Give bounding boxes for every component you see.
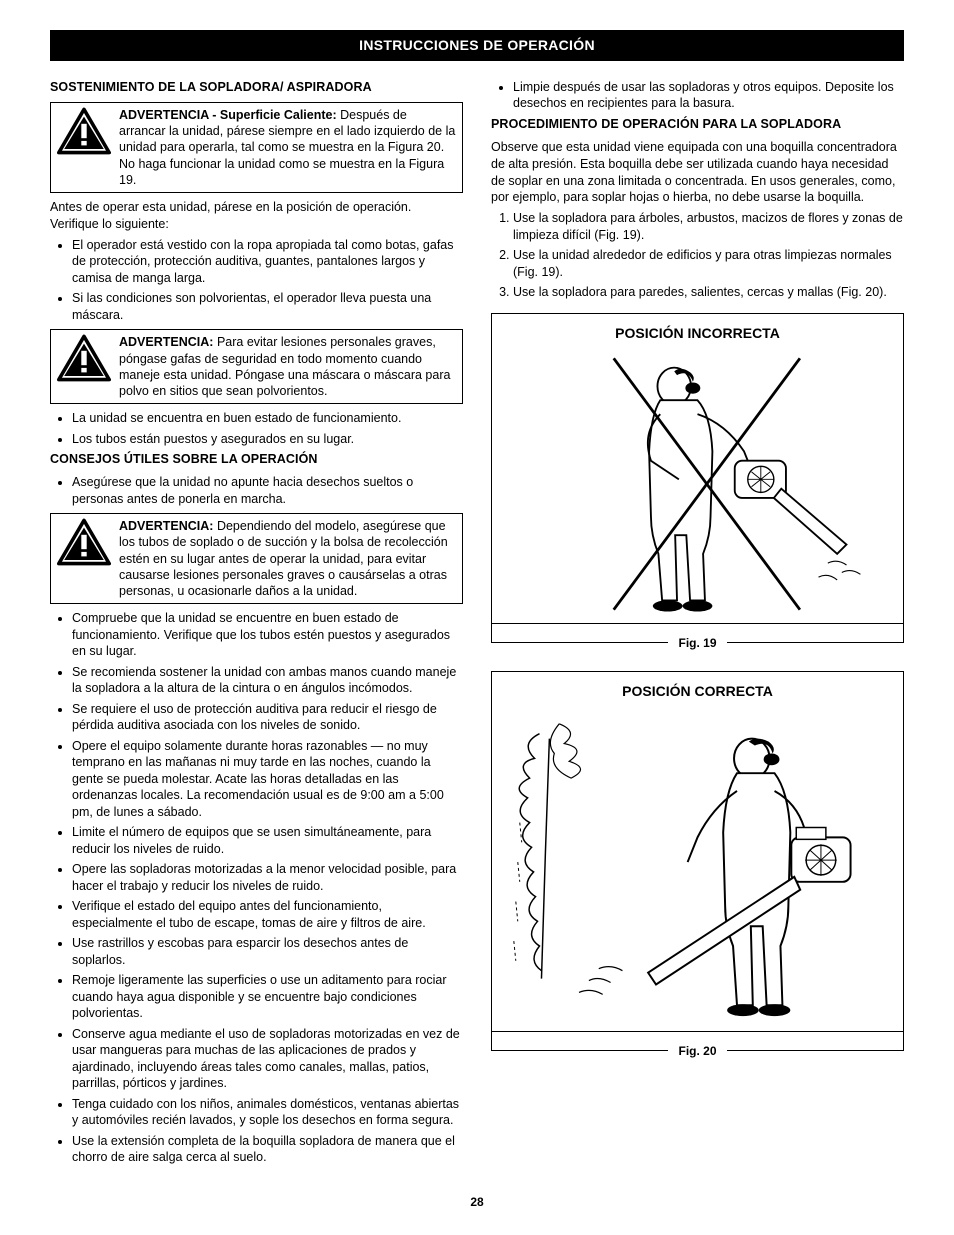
warning-hot-surface-text: ADVERTENCIA - Superficie Caliente: Despu… — [119, 107, 456, 188]
para-boquilla: Observe que esta unidad viene equipada c… — [491, 139, 904, 207]
list-item: Opere las sopladoras motorizadas a la me… — [72, 861, 463, 894]
section-sostenimiento: SOSTENIMIENTO DE LA SOPLADORA/ ASPIRADOR… — [50, 79, 463, 96]
list-procedure: Use la sopladora para árboles, arbustos,… — [491, 210, 904, 301]
page-header: INSTRUCCIONES DE OPERACIÓN — [50, 30, 904, 61]
warning-eye-title: ADVERTENCIA: — [119, 335, 213, 349]
list-item: Limpie después de usar las sopladoras y … — [513, 79, 904, 112]
list-item: Se requiere el uso de protección auditiv… — [72, 701, 463, 734]
figure-19-box: POSICIÓN INCORRECTA — [491, 313, 904, 643]
list-item: Si las condiciones son polvorientas, el … — [72, 290, 463, 323]
list-preop2: La unidad se encuentra en buen estado de… — [50, 410, 463, 447]
list-item: Use rastrillos y escobas para esparcir l… — [72, 935, 463, 968]
list-item: Conserve agua mediante el uso de soplado… — [72, 1026, 463, 1092]
page-number: 28 — [50, 1194, 904, 1210]
warning-triangle-icon — [57, 334, 111, 382]
warning-triangle-icon — [57, 107, 111, 155]
figure-20-title: POSICIÓN CORRECTA — [500, 682, 895, 701]
left-column: SOSTENIMIENTO DE LA SOPLADORA/ ASPIRADOR… — [50, 75, 463, 1170]
section-consejos: CONSEJOS ÚTILES SOBRE LA OPERACIÓN — [50, 451, 463, 468]
list-item: Los tubos están puestos y asegurados en … — [72, 431, 463, 448]
list-item: Use la sopladora para árboles, arbustos,… — [513, 210, 904, 243]
right-column: Limpie después de usar las sopladoras y … — [491, 75, 904, 1170]
warning-tubes-text: ADVERTENCIA: Dependiendo del modelo, ase… — [119, 518, 456, 599]
warning-tubes: ADVERTENCIA: Dependiendo del modelo, ase… — [50, 513, 463, 604]
list-item: Use la sopladora para paredes, salientes… — [513, 284, 904, 301]
list-item: Opere el equipo solamente durante horas … — [72, 738, 463, 821]
para-pre-operation: Antes de operar esta unidad, párese en l… — [50, 199, 463, 233]
list-item: La unidad se encuentra en buen estado de… — [72, 410, 463, 427]
list-consejos-main: Compruebe que la unidad se encuentre en … — [50, 610, 463, 1166]
warning-eye-protection: ADVERTENCIA: Para evitar lesiones person… — [50, 329, 463, 404]
list-item: Verifique el estado del equipo antes del… — [72, 898, 463, 931]
warning-eye-text: ADVERTENCIA: Para evitar lesiones person… — [119, 334, 456, 399]
list-item: Se recomienda sostener la unidad con amb… — [72, 664, 463, 697]
list-item: Use la extensión completa de la boquilla… — [72, 1133, 463, 1166]
two-column-layout: SOSTENIMIENTO DE LA SOPLADORA/ ASPIRADOR… — [50, 75, 904, 1170]
figure-20-caption: Fig. 20 — [668, 1043, 726, 1059]
list-item: Asegúrese que la unidad no apunte hacia … — [72, 474, 463, 507]
warning-tubes-title: ADVERTENCIA: — [119, 519, 213, 533]
figure-19-title: POSICIÓN INCORRECTA — [500, 324, 895, 343]
section-procedimiento: PROCEDIMIENTO DE OPERACIÓN PARA LA SOPLA… — [491, 116, 904, 133]
list-item: Tenga cuidado con los niños, animales do… — [72, 1096, 463, 1129]
figure-19-illustration — [500, 349, 895, 619]
list-item: Use la unidad alrededor de edificios y p… — [513, 247, 904, 280]
list-consejo1: Asegúrese que la unidad no apunte hacia … — [50, 474, 463, 507]
figure-20-box: POSICIÓN CORRECTA — [491, 671, 904, 1051]
list-item: El operador está vestido con la ropa apr… — [72, 237, 463, 287]
list-item: Remoje ligeramente las superficies o use… — [72, 972, 463, 1022]
figure-20-illustration — [500, 707, 895, 1027]
warning-hot-surface: ADVERTENCIA - Superficie Caliente: Despu… — [50, 102, 463, 193]
warning-hot-title: ADVERTENCIA - Superficie Caliente: — [119, 108, 337, 122]
list-item: Limite el número de equipos que se usen … — [72, 824, 463, 857]
list-preop: El operador está vestido con la ropa apr… — [50, 237, 463, 324]
figure-19-caption: Fig. 19 — [668, 635, 726, 651]
warning-triangle-icon — [57, 518, 111, 566]
list-cleanup: Limpie después de usar las sopladoras y … — [491, 79, 904, 112]
list-item: Compruebe que la unidad se encuentre en … — [72, 610, 463, 660]
